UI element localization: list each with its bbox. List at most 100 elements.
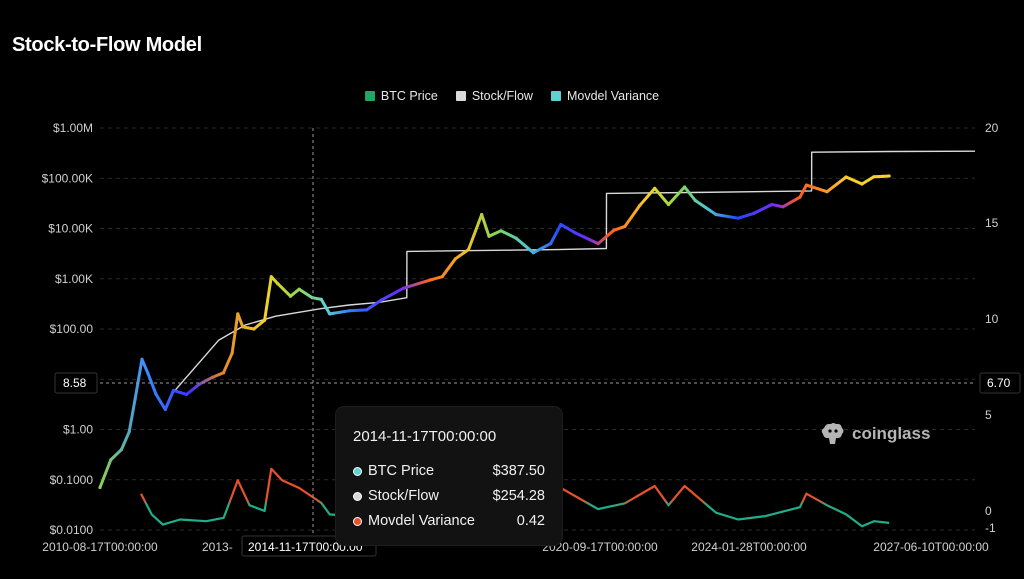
btc-price-point (860, 182, 864, 186)
btc-price-point (328, 312, 332, 316)
tooltip-date: 2014-11-17T00:00:00 (353, 428, 497, 445)
btc-price-point (872, 175, 876, 179)
coinglass-wordmark: coinglass (852, 424, 931, 443)
tooltip-value: 0.42 (516, 513, 545, 529)
btc-price-point (781, 205, 785, 209)
stock-flow-line (170, 150, 976, 395)
tooltip-label: BTC Price (368, 463, 435, 479)
tooltip-label: Stock/Flow (368, 488, 439, 504)
tooltip-dot-model-variance (353, 516, 362, 526)
btc-price-point (380, 298, 384, 302)
btc-price-point (119, 447, 124, 452)
legend-label-btc-price: BTC Price (380, 89, 438, 103)
tooltip-row-btc-price: BTC Price $387.50 (353, 463, 545, 479)
tooltip-row-stock-flow: Stock/Flow $254.28 (353, 488, 545, 504)
btc-price-point (596, 242, 600, 246)
y-left-tick-label: $1.00K (55, 272, 93, 286)
legend-item-stock-flow[interactable]: Stock/Flow (455, 89, 533, 103)
btc-price-point (752, 211, 756, 215)
btc-price-point (487, 234, 491, 238)
btc-price-point (319, 297, 323, 301)
btc-price-point (430, 278, 434, 282)
y-left-tick-label: $1.00M (53, 121, 93, 135)
btc-price-point (736, 216, 740, 220)
btc-price-point (440, 275, 444, 279)
btc-price-point (276, 282, 280, 286)
crosshair-x-label: 2014-11-17T00:00:00 (248, 540, 363, 554)
stock-flow-swatch (455, 91, 466, 101)
btc-price-point (401, 286, 405, 290)
btc-price-point (573, 231, 577, 235)
crosshair-left-label: 8.58 (63, 376, 87, 390)
btc-price-point (263, 318, 267, 322)
btc-price-point (531, 251, 536, 255)
chart-tooltip: 2014-11-17T00:00:00 BTC Price $387.50 St… (335, 406, 563, 546)
x-tick-label: 2027-06-10T00:00:00 (873, 540, 989, 554)
y-right-tick-label: 5 (985, 408, 992, 422)
crosshair-right-label: 6.70 (987, 376, 1011, 390)
y-left-tick-label: $100.00K (42, 171, 93, 185)
btc-price-point (638, 203, 642, 207)
model-variance-swatch (550, 91, 561, 101)
btc-price-point (133, 397, 137, 401)
x-tick-label: 2020-09-17T00:00:00 (542, 540, 658, 554)
btc-price-point (252, 327, 256, 331)
y-right-tick-label: 10 (985, 312, 999, 326)
page-title: Stock-to-Flow Model (12, 34, 202, 56)
btc-price-point (887, 174, 891, 178)
btc-price-point (297, 287, 301, 291)
coinglass-logo-icon (821, 423, 844, 444)
crosshair-right-label-box (979, 372, 1021, 394)
legend-label-stock-flow: Stock/Flow (471, 89, 533, 103)
btc-price-point (466, 248, 471, 252)
y-left-tick-label: $100.00 (50, 322, 94, 336)
y-left-tick-label: $1.00 (63, 423, 93, 437)
btc-price-point (612, 228, 616, 232)
btc-price-point (98, 485, 102, 490)
btc-price-point (825, 190, 829, 194)
btc-price-point (109, 458, 113, 462)
y-left-tick-label: $10.00K (48, 222, 93, 236)
btc-price-point (453, 257, 457, 261)
btc-price-point (770, 202, 774, 207)
btc-price-point (236, 312, 240, 316)
btc-price-point (347, 309, 351, 313)
x-tick-label: 2010-08-17T00:00:00 (42, 540, 158, 554)
tooltip-row-model-variance: Movdel Variance 0.42 (353, 513, 545, 529)
tooltip-dot-btc-price (353, 466, 362, 476)
btc-price-point (163, 407, 167, 412)
btc-price-point (693, 198, 697, 203)
tooltip-label: Movdel Variance (368, 513, 475, 529)
y-left-tick-label: $0.1000 (50, 473, 94, 487)
btc-price-point (211, 375, 215, 379)
btc-price-point (514, 236, 518, 240)
btc-price-point (269, 275, 273, 279)
btc-price-point (230, 351, 234, 355)
x-tick-label: 2013- (202, 540, 233, 554)
y-left-tick-label: $0.0100 (50, 523, 94, 537)
btc-price-swatch (364, 91, 375, 101)
y-right-tick-label: 0 (985, 504, 992, 518)
btc-price-point (146, 371, 150, 376)
btc-price-point (714, 212, 718, 217)
legend-item-model-variance[interactable]: Movdel Variance (550, 89, 660, 103)
btc-price-point (499, 229, 503, 233)
y-right-tick-label: 15 (985, 216, 999, 230)
btc-price-point (559, 222, 563, 227)
legend-label-model-variance: Movdel Variance (566, 89, 660, 103)
coinglass-watermark: coinglass (820, 422, 930, 446)
crosshair-left-label-box (54, 372, 98, 394)
btc-price-point (798, 195, 802, 199)
legend-item-btc-price[interactable]: BTC Price (364, 89, 438, 103)
btc-price-point (140, 357, 144, 361)
btc-price-point (184, 392, 189, 396)
btc-price-point (549, 242, 553, 246)
tooltip-value: $387.50 (492, 463, 545, 479)
btc-price-point (288, 294, 293, 298)
btc-price-point (881, 174, 885, 178)
btc-price-point (171, 388, 176, 392)
tooltip-dot-stock-flow (353, 491, 362, 501)
btc-price-point (241, 325, 245, 329)
btc-price-point (623, 224, 627, 228)
